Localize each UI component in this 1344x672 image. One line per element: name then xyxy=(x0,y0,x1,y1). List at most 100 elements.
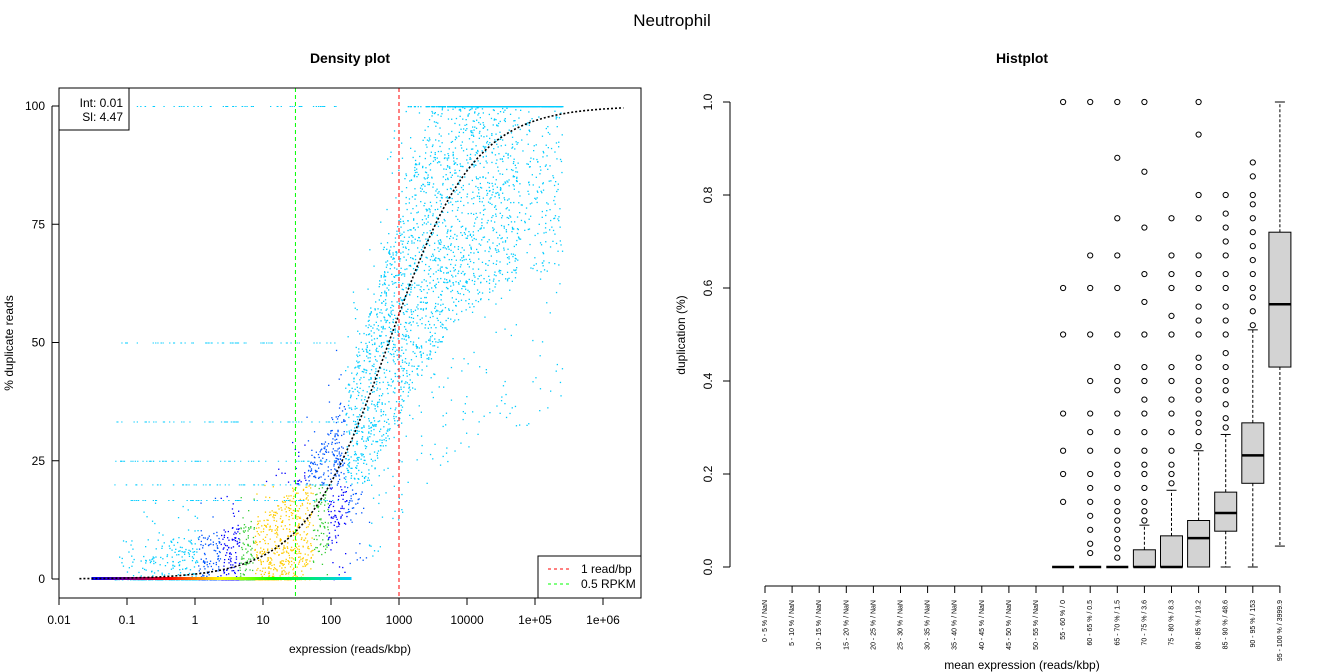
y-tick-label: 100 xyxy=(25,99,45,113)
outlier-point xyxy=(1195,429,1202,436)
outlier-point xyxy=(1222,252,1229,259)
outlier-point xyxy=(1168,215,1175,222)
box-12 xyxy=(1079,98,1102,569)
histplot-xlabel: mean expression (reads/kbp) xyxy=(944,658,1099,672)
outlier-point xyxy=(1087,331,1094,338)
fit-slope: Sl: 4.47 xyxy=(82,110,123,124)
outlier-point xyxy=(1168,252,1175,259)
box-16 xyxy=(1187,98,1211,568)
outlier-point xyxy=(1222,350,1229,357)
outlier-point xyxy=(1087,252,1094,259)
outlier-point xyxy=(1114,98,1121,106)
outlier-point xyxy=(1168,429,1175,436)
y-tick-label: 0.6 xyxy=(701,279,715,296)
outlier-point xyxy=(1141,461,1148,468)
y-tick-label: 0 xyxy=(38,572,45,586)
outlier-point xyxy=(1249,322,1256,329)
x-tick-label: 10000 xyxy=(450,613,484,627)
x-tick-label: 0.01 xyxy=(47,613,71,627)
outlier-point xyxy=(1114,536,1121,543)
outlier-point xyxy=(1114,363,1121,371)
legend-label-1readbp: 1 read/bp xyxy=(581,562,632,576)
x-tick-label: 10 - 15 % / NaN xyxy=(816,600,823,650)
outlier-point xyxy=(1114,447,1121,454)
outlier-point xyxy=(1222,363,1229,371)
x-tick-label: 65 - 70 % / 1.5 xyxy=(1114,600,1121,646)
outlier-point xyxy=(1249,191,1256,199)
outlier-point xyxy=(1195,284,1202,292)
outlier-point xyxy=(1168,377,1175,385)
outlier-point xyxy=(1114,526,1121,533)
density-xlabel: expression (reads/kbp) xyxy=(289,642,411,656)
outlier-point xyxy=(1249,294,1256,301)
outlier-point xyxy=(1195,191,1202,199)
density-plot: Density plot expression (reads/kbp) % du… xyxy=(2,50,642,656)
box-18 xyxy=(1241,159,1265,568)
outlier-point xyxy=(1114,410,1121,417)
box-rect xyxy=(1268,231,1292,368)
outlier-point xyxy=(1087,498,1094,505)
outlier-point xyxy=(1249,173,1256,180)
outlier-point xyxy=(1195,131,1202,138)
outlier-point xyxy=(1087,284,1094,292)
outlier-point xyxy=(1168,470,1175,478)
outlier-point xyxy=(1168,312,1175,319)
outlier-point xyxy=(1087,429,1094,436)
box-rect xyxy=(1160,535,1183,568)
outlier-point xyxy=(1141,224,1148,231)
y-tick-label: 0.2 xyxy=(701,465,715,482)
outlier-point xyxy=(1222,238,1229,245)
outlier-point xyxy=(1168,447,1175,454)
outlier-point xyxy=(1195,317,1202,324)
fit-intercept: Int: 0.01 xyxy=(80,96,124,110)
outlier-point xyxy=(1222,303,1229,310)
outlier-point xyxy=(1249,284,1256,292)
outlier-point xyxy=(1222,191,1229,199)
outlier-point xyxy=(1141,498,1148,505)
outlier-point xyxy=(1222,317,1229,324)
outlier-point xyxy=(1195,410,1202,417)
outlier-point xyxy=(1195,98,1202,106)
x-tick-label: 1000 xyxy=(386,613,413,627)
outlier-point xyxy=(1087,526,1094,533)
histplot: Histplot mean expression (reads/kbp) dup… xyxy=(674,50,1292,672)
x-tick-label: 55 - 60 % / 0 xyxy=(1060,600,1067,640)
x-tick-label: 1e+05 xyxy=(518,613,552,627)
x-tick-label: 35 - 40 % / NaN xyxy=(952,600,959,650)
outlier-point xyxy=(1060,98,1067,106)
outlier-point xyxy=(1141,377,1148,385)
outlier-point xyxy=(1195,215,1202,222)
x-tick-label: 70 - 75 % / 3.6 xyxy=(1141,600,1148,646)
outlier-point xyxy=(1141,470,1148,478)
outlier-point xyxy=(1195,331,1202,338)
outlier-point xyxy=(1141,363,1148,371)
y-tick-label: 50 xyxy=(32,336,46,350)
x-tick-label: 1 xyxy=(192,613,199,627)
outlier-point xyxy=(1114,517,1121,524)
outlier-point xyxy=(1141,396,1148,403)
outlier-point xyxy=(1195,270,1202,278)
outlier-point xyxy=(1114,215,1121,222)
outlier-point xyxy=(1195,377,1202,385)
x-tick-label: 95 - 100 % / 3999.9 xyxy=(1277,600,1284,661)
outlier-point xyxy=(1249,215,1256,222)
outlier-point xyxy=(1114,508,1121,515)
outlier-point xyxy=(1141,508,1148,515)
density-points xyxy=(79,88,624,598)
y-tick-label: 75 xyxy=(32,217,46,231)
outlier-point xyxy=(1087,98,1094,106)
outlier-point xyxy=(1114,252,1121,259)
outlier-point xyxy=(1060,410,1067,417)
outlier-point xyxy=(1087,377,1094,385)
x-tick-label: 100 xyxy=(321,613,341,627)
outlier-point xyxy=(1141,484,1148,492)
density-frame xyxy=(58,87,642,599)
outlier-point xyxy=(1087,512,1094,519)
outlier-point xyxy=(1195,252,1202,259)
outlier-point xyxy=(1060,447,1067,454)
y-tick-label: 0.8 xyxy=(701,186,715,203)
outlier-point xyxy=(1222,284,1229,292)
outlier-point xyxy=(1141,298,1148,306)
